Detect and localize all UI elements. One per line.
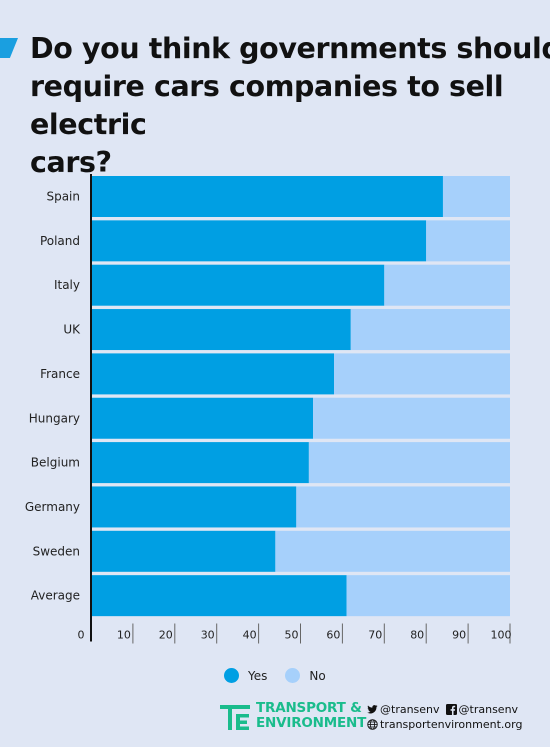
bar-yes-uk [91,309,351,351]
category-label: Belgium [31,456,80,470]
bar-yes-spain [91,176,443,217]
social-links: @transenv @transenv transportenvironment… [367,702,522,732]
footer: TRANSPORT & ENVIRONMENT @transenv @trans… [220,700,550,736]
bar-no-france [334,353,510,395]
facebook-handle[interactable]: @transenv [458,703,519,716]
bar-no-belgium [308,442,510,484]
bar-no-hungary [313,397,510,439]
category-label: UK [63,323,81,337]
legend-item-yes: Yes [224,668,267,683]
te-logo-icon [220,705,250,730]
bar-yes-italy [91,264,385,306]
category-label: Spain [46,190,80,204]
x-tick-label: 60 [326,629,340,642]
x-tick-label: 0 [78,629,85,642]
legend-swatch-no [285,668,301,683]
category-label: Average [31,589,80,603]
category-label: Germany [25,500,80,514]
x-tick-label: 100 [491,629,512,642]
facebook-icon [445,704,457,715]
x-tick-label: 50 [285,629,299,642]
x-tick-label: 90 [452,629,466,642]
bar-yes-poland [91,220,427,262]
bar-no-average [346,575,510,617]
bar-no-italy [384,264,510,306]
bar-yes-average [91,575,347,617]
brand-line-2: ENVIRONMENT [256,715,367,731]
legend-item-no: No [285,668,326,683]
bar-yes-germany [91,486,297,528]
bar-no-spain [442,176,510,217]
x-tick-label: 20 [159,629,173,642]
twitter-icon [367,705,378,714]
bar-no-poland [426,220,510,262]
legend-label-no: No [309,668,326,683]
x-tick-label: 10 [117,629,131,642]
chart-title: Do you think governments should require … [30,32,550,179]
category-label: Italy [54,278,80,292]
brand-name: TRANSPORT & ENVIRONMENT [256,701,366,731]
bar-yes-belgium [91,442,309,484]
x-tick-label: 40 [243,629,257,642]
stacked-bar-chart: Spain Poland Italy UK France Hungary Belgium Ge… [25,174,512,644]
bar-no-germany [296,486,510,528]
bar-yes-sweden [91,530,276,572]
category-label: Poland [40,234,80,248]
x-tick-label: 80 [410,629,424,642]
x-tick-label: 30 [201,629,215,642]
bar-yes-hungary [91,397,314,439]
twitter-handle[interactable]: @transenv [380,703,440,716]
category-label: France [40,367,80,381]
legend-label-yes: Yes [248,668,268,683]
chart-legend: Yes No [224,668,344,683]
legend-swatch-yes [224,668,239,683]
brand-line-1: TRANSPORT & [256,700,362,716]
bar-no-uk [350,309,510,351]
x-tick-label: 70 [368,629,382,642]
website-link[interactable]: transportenvironment.org [380,718,523,731]
category-label: Hungary [29,411,80,425]
bar-no-sweden [275,530,510,572]
category-label: Sweden [33,544,80,558]
bar-yes-france [91,353,335,395]
globe-icon [367,719,378,730]
